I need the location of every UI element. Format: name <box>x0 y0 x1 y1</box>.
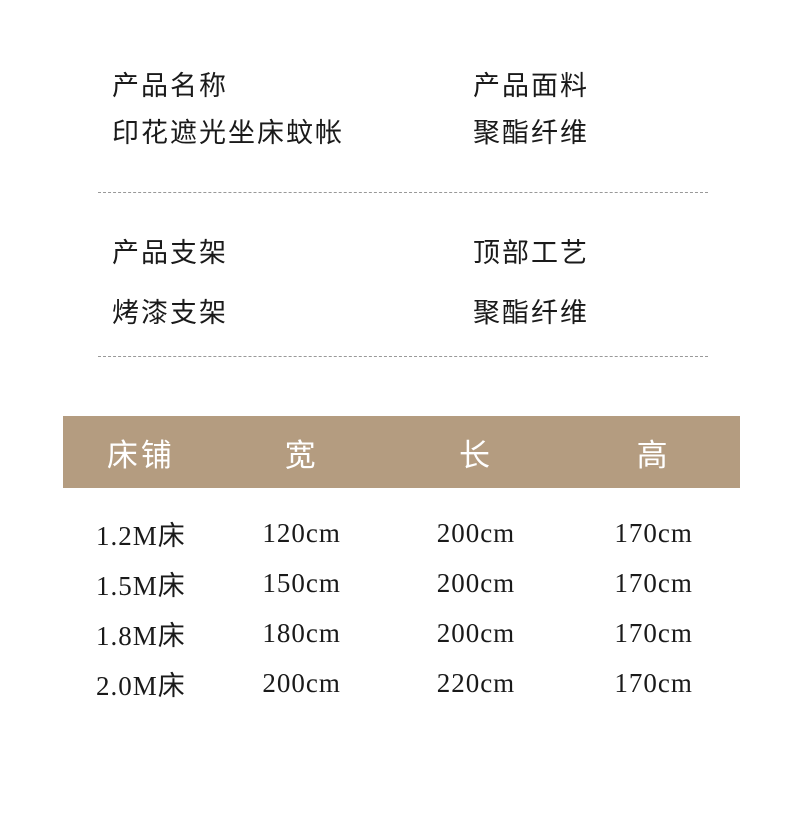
table-cell-height: 170cm <box>614 567 693 598</box>
table-cell-length: 200cm <box>436 517 516 548</box>
spec-value-product-bracket: 烤漆支架 <box>112 298 228 328</box>
spec-label-top-craft: 顶部工艺 <box>473 238 589 268</box>
table-cell-height: 170cm <box>614 667 693 698</box>
size-table-header-bed: 床铺 <box>106 437 175 473</box>
spec-label-product-name: 产品名称 <box>112 71 228 101</box>
dashed-divider <box>98 192 708 193</box>
size-table-header: 床铺 宽 长 高 <box>63 416 740 488</box>
table-cell-length: 200cm <box>436 617 516 648</box>
size-table-header-height: 高 <box>636 437 671 473</box>
size-table-header-width: 宽 <box>284 437 319 473</box>
spec-label-product-bracket: 产品支架 <box>112 238 228 268</box>
table-cell-length: 200cm <box>436 567 516 598</box>
table-cell-height: 170cm <box>614 517 693 548</box>
table-row: 1.5M床 150cm 200cm 170cm <box>63 558 740 608</box>
spec-label-product-fabric: 产品面料 <box>473 71 589 101</box>
table-cell-bed: 1.8M床 <box>95 620 186 651</box>
spec-values-row-2: 烤漆支架 聚酯纤维 <box>112 297 712 329</box>
table-cell-width: 150cm <box>262 567 341 598</box>
spec-value-top-craft: 聚酯纤维 <box>473 298 589 328</box>
size-table-body: 1.2M床 120cm 200cm 170cm 1.5M床 150cm 200c… <box>63 508 740 708</box>
table-cell-bed: 1.2M床 <box>95 520 186 551</box>
table-row: 2.0M床 200cm 220cm 170cm <box>63 658 740 708</box>
spec-values-row-1: 印花遮光坐床蚊帐 聚酯纤维 <box>112 117 712 149</box>
spec-value-product-name: 印花遮光坐床蚊帐 <box>112 118 344 148</box>
size-table-header-length: 长 <box>458 437 493 473</box>
table-cell-bed: 2.0M床 <box>95 670 186 701</box>
dashed-divider <box>98 356 708 357</box>
table-cell-width: 180cm <box>262 617 341 648</box>
table-cell-width: 200cm <box>262 667 341 698</box>
table-cell-width: 120cm <box>262 517 341 548</box>
table-row: 1.2M床 120cm 200cm 170cm <box>63 508 740 558</box>
spec-labels-row-1: 产品名称 产品面料 <box>112 70 712 102</box>
table-row: 1.8M床 180cm 200cm 170cm <box>63 608 740 658</box>
table-cell-bed: 1.5M床 <box>95 570 186 601</box>
table-cell-height: 170cm <box>614 617 693 648</box>
spec-value-product-fabric: 聚酯纤维 <box>473 118 589 148</box>
table-cell-length: 220cm <box>436 667 516 698</box>
spec-labels-row-2: 产品支架 顶部工艺 <box>112 237 712 269</box>
